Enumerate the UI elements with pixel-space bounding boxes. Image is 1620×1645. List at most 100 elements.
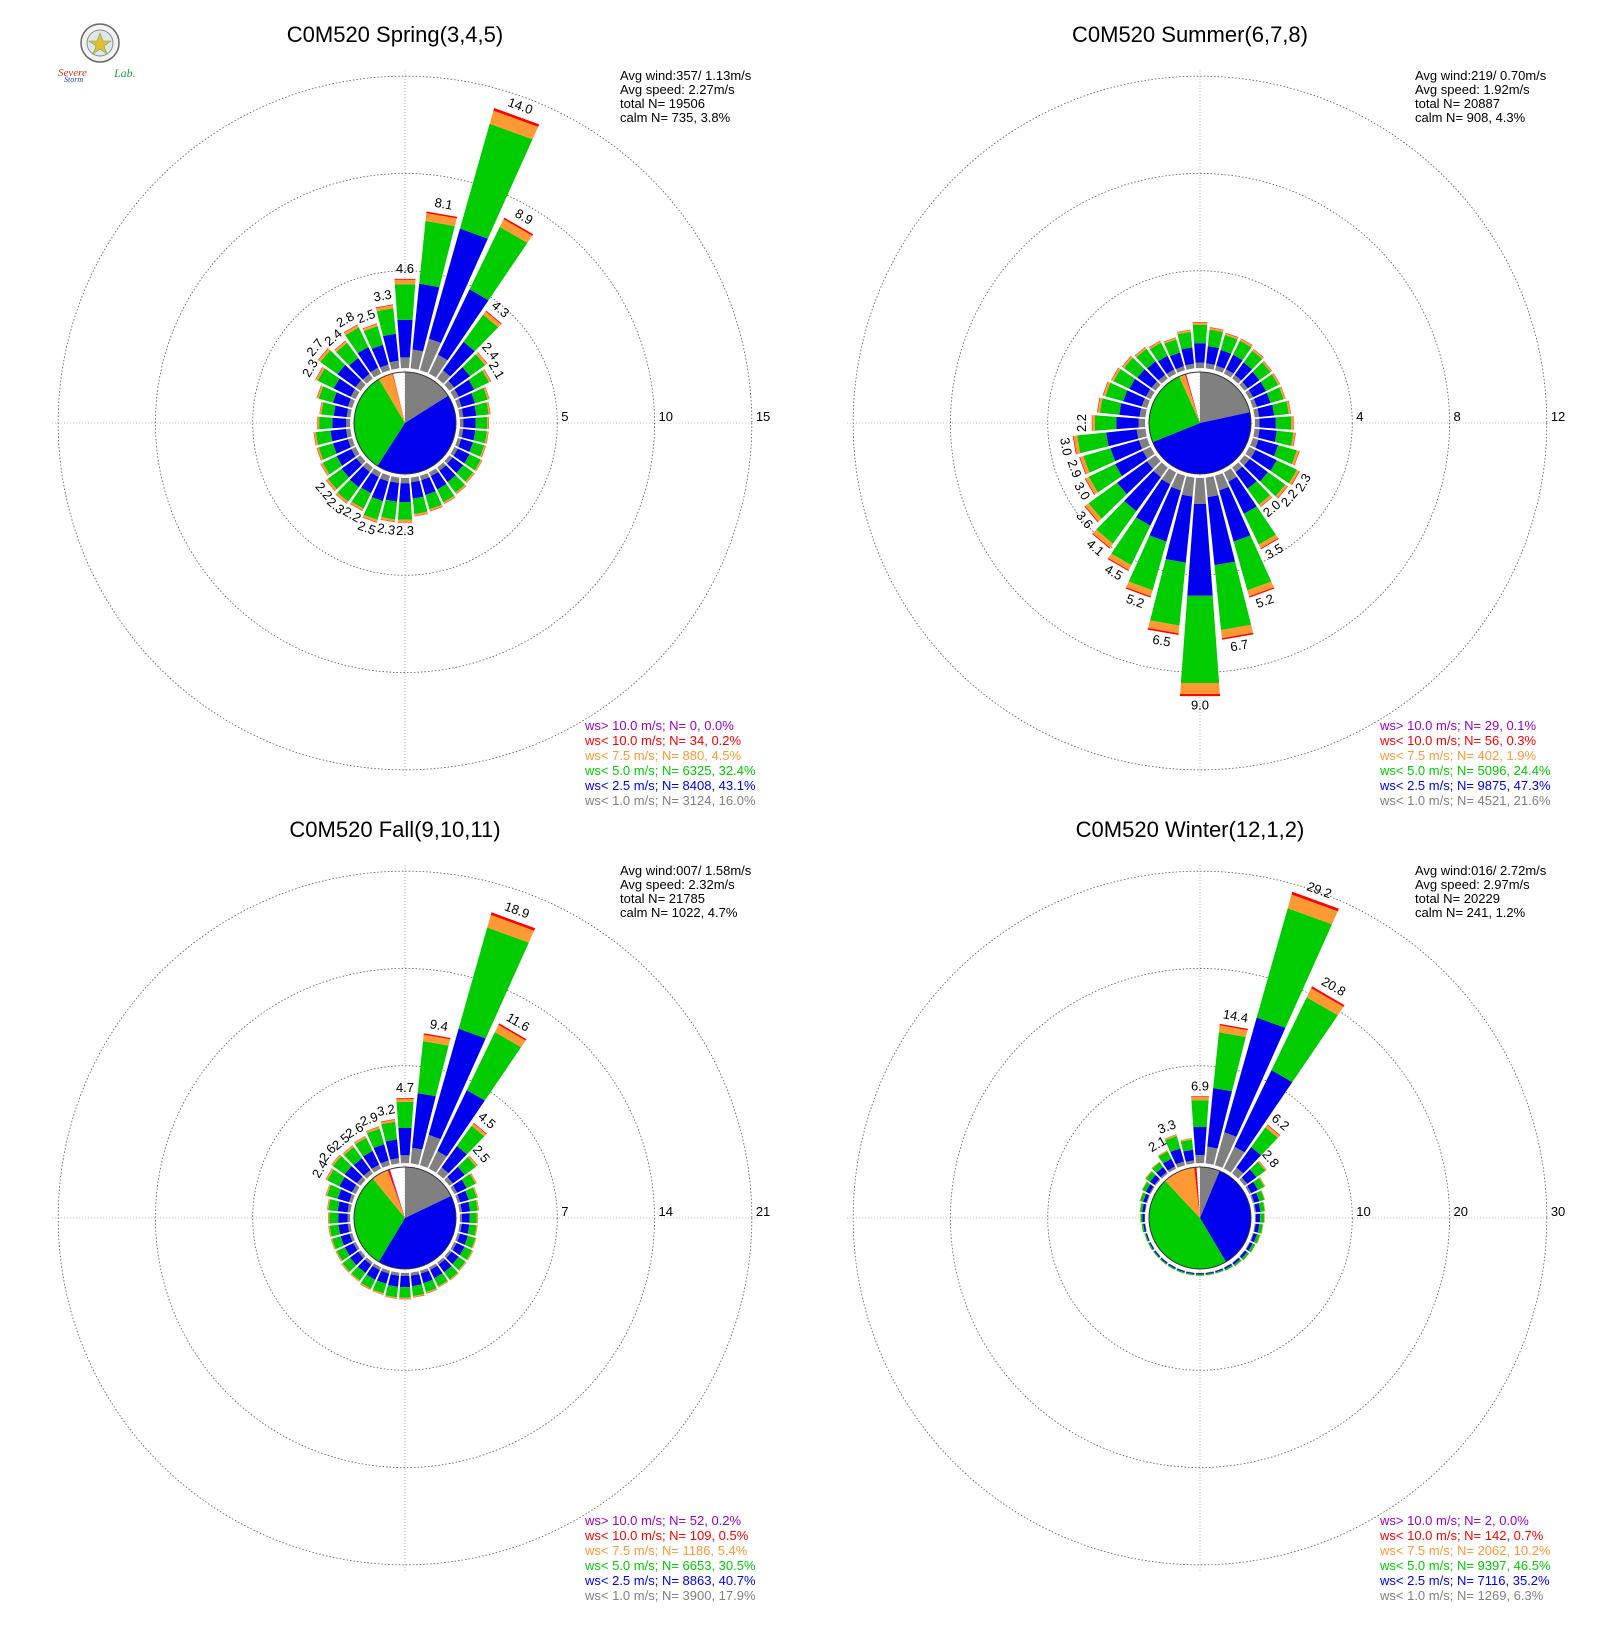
stats-line-3: total N= 19506 — [620, 96, 705, 111]
legend-entry-lt1: ws< 1.0 m/s; N= 3124, 16.0% — [584, 793, 756, 808]
legend-entry-lt10: ws< 10.0 m/s; N= 34, 0.2% — [584, 733, 742, 748]
sector-seg-lt2_5 — [460, 1224, 469, 1234]
sector-seg-lt5 — [470, 1213, 477, 1224]
stats-line-2: Avg speed: 2.27m/s — [620, 82, 735, 97]
legend-entry-lt10: ws< 10.0 m/s; N= 142, 0.7% — [1379, 1528, 1544, 1543]
sector-label-0: 6.9 — [1191, 1078, 1209, 1093]
sector-bar-290 — [1140, 1192, 1150, 1203]
sector-label-190: 2.3 — [376, 520, 396, 538]
sector-label-340: 3.3 — [1156, 1117, 1178, 1137]
sector-seg-lt5 — [1181, 596, 1219, 683]
sector-seg-lt1 — [1255, 1214, 1256, 1222]
sector-label-20: 14.0 — [506, 95, 535, 118]
sector-seg-lt5 — [1275, 431, 1293, 446]
legend-entry-lt10: ws< 10.0 m/s; N= 56, 0.3% — [1379, 733, 1537, 748]
sector-seg-lt2_5 — [1183, 1150, 1194, 1162]
legend-entry-lt7_5: ws< 7.5 m/s; N= 880, 4.5% — [584, 748, 742, 763]
ring-label-1: 10 — [1356, 1204, 1370, 1219]
sector-label-190: 6.5 — [1151, 632, 1171, 650]
legend-entry-lt7_5: ws< 7.5 m/s; N= 2062, 10.2% — [1379, 1543, 1551, 1558]
sector-bar-170 — [1206, 1271, 1215, 1275]
sector-bar-150 — [1224, 1264, 1233, 1272]
calm-pie — [354, 372, 456, 474]
sector-seg-lt5 — [1196, 1274, 1204, 1275]
sector-seg-lt5 — [1272, 401, 1288, 415]
sector-seg-lt5 — [1095, 415, 1116, 430]
legend-entry-lt10: ws< 10.0 m/s; N= 109, 0.5% — [584, 1528, 749, 1543]
sector-label-10: 9.4 — [429, 1016, 449, 1034]
logo-text-lab: Lab. — [113, 66, 136, 80]
sector-seg-lt5 — [395, 284, 415, 320]
ring-label-3: 30 — [1551, 1204, 1565, 1219]
sector-seg-lt5 — [381, 1122, 397, 1142]
panel-title: C0M520 Summer(6,7,8) — [1072, 22, 1308, 47]
legend-entry-lt1: ws< 1.0 m/s; N= 1269, 6.3% — [1379, 1588, 1544, 1603]
sector-bar-190 — [1186, 1271, 1195, 1275]
sector-bar-130 — [1239, 1250, 1249, 1260]
sector-seg-lt7_5 — [328, 1212, 329, 1223]
sector-seg-lt2_5 — [386, 482, 399, 502]
sector-seg-lt2_5 — [461, 1202, 471, 1212]
sector-seg-lt2_5 — [1258, 429, 1277, 442]
sector-seg-lt5 — [1141, 1214, 1143, 1223]
sector-bar-270 — [1140, 1214, 1145, 1223]
stats-line-4: calm N= 735, 3.8% — [620, 110, 731, 125]
calm-pie — [1149, 1167, 1251, 1269]
stats-line-2: Avg speed: 1.92m/s — [1415, 82, 1530, 97]
sector-seg-lt1 — [1255, 419, 1260, 428]
legend-entry-lt2_5: ws< 2.5 m/s; N= 9875, 47.3% — [1379, 778, 1551, 793]
legend-entry-gt10: ws> 10.0 m/s; N= 2, 0.0% — [1379, 1513, 1529, 1528]
sector-seg-lt1 — [400, 357, 410, 368]
sector-label-20: 29.2 — [1305, 879, 1334, 902]
sector-bar-120 — [1246, 1242, 1256, 1253]
sector-seg-lt7_5 — [1191, 1097, 1209, 1100]
sector-seg-lt2_5 — [1181, 347, 1194, 365]
sector-seg-lt7_5 — [396, 1099, 414, 1102]
sector-seg-lt5 — [1100, 398, 1121, 415]
sector-bar-80 — [1253, 1202, 1265, 1213]
sector-seg-lt5 — [385, 1285, 398, 1297]
sector-seg-lt1 — [400, 1155, 409, 1163]
ring-label-3: 12 — [1551, 409, 1565, 424]
sector-seg-lt2_5 — [334, 405, 349, 417]
stats-line-2: Avg speed: 2.97m/s — [1415, 877, 1530, 892]
legend-entry-lt5: ws< 5.0 m/s; N= 5096, 24.4% — [1379, 763, 1551, 778]
sector-seg-lt7_5 — [398, 520, 413, 522]
sector-seg-lt7_5 — [399, 1298, 411, 1299]
sector-seg-lt5 — [321, 402, 335, 415]
sector-label-170: 6.7 — [1229, 636, 1249, 654]
sector-seg-lt7_5 — [1092, 415, 1095, 431]
lab-logo: Severe Storm Lab. — [52, 22, 148, 84]
sector-seg-lt2_5 — [1194, 343, 1206, 362]
sector-seg-lt2_5 — [1256, 1214, 1260, 1223]
legend-entry-gt10: ws> 10.0 m/s; N= 52, 0.2% — [584, 1513, 742, 1528]
stats-line-4: calm N= 241, 1.2% — [1415, 905, 1526, 920]
sector-seg-lt5 — [1178, 332, 1193, 349]
sector-seg-lt5 — [399, 1287, 411, 1298]
sector-seg-lt7_5 — [487, 417, 489, 429]
ring-label-1: 4 — [1356, 409, 1363, 424]
sector-seg-lt1 — [1195, 1155, 1204, 1163]
sector-seg-lt1 — [1139, 419, 1145, 428]
sector-bar-110 — [1250, 1233, 1260, 1244]
sector-seg-lt1 — [346, 419, 350, 428]
sector-bar-0: 4.7 — [396, 1080, 414, 1163]
sector-seg-lt5 — [1181, 1140, 1193, 1152]
sector-seg-lt1 — [348, 1214, 351, 1222]
sector-seg-lt2_5 — [398, 1128, 411, 1155]
panel-title: C0M520 Spring(3,4,5) — [287, 22, 503, 47]
stats-line-3: total N= 20887 — [1415, 96, 1500, 111]
legend-entry-lt5: ws< 5.0 m/s; N= 9397, 46.5% — [1379, 1558, 1551, 1573]
stats-line-3: total N= 21785 — [620, 891, 705, 906]
sector-label-10: 8.1 — [433, 195, 453, 213]
sector-seg-lt10 — [1191, 1096, 1209, 1097]
sector-label-350: 3.2 — [376, 1101, 396, 1119]
sector-seg-lt2_5 — [1196, 1273, 1204, 1274]
sector-bar-270 — [328, 1212, 350, 1223]
ring-label-3: 21 — [756, 1204, 770, 1219]
